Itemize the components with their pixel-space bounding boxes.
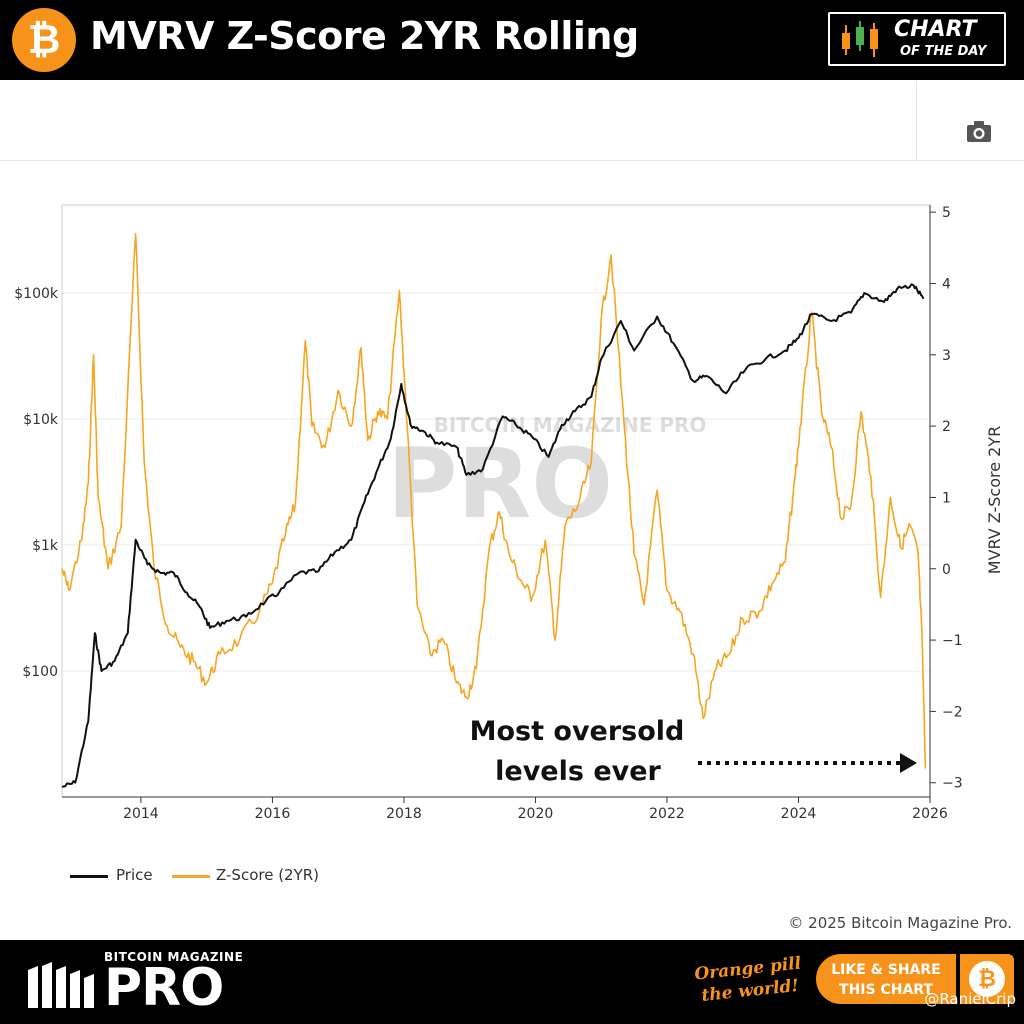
y-axis-left: $100 $1k $10k $100k — [14, 286, 59, 680]
annotation-line-1: Most oversold — [470, 716, 685, 747]
legend-label-zscore: Z-Score (2YR) — [216, 866, 320, 884]
author-handle: @RanielCrip — [924, 990, 1016, 1008]
x-tick-label: 2024 — [781, 806, 817, 822]
y-right-tick-label: 1 — [942, 490, 951, 506]
watermark: BITCOIN MAGAZINE PRO PRO — [387, 413, 706, 540]
annotation-line-2: levels ever — [495, 756, 661, 787]
legend-swatch-price — [70, 875, 108, 878]
x-axis: 2014 2016 2018 2020 2022 2024 2026 — [62, 796, 948, 822]
legend-swatch-zscore — [172, 875, 210, 878]
x-tick-label: 2014 — [123, 806, 159, 822]
brand-small-text: BITCOIN MAGAZINE — [104, 950, 244, 964]
share-bitcoin-icon[interactable]: ₿ — [960, 954, 1014, 1004]
y-right-tick-label: 0 — [942, 562, 951, 578]
copyright-text: © 2025 Bitcoin Magazine Pro. — [788, 914, 1012, 932]
y-right-tick-label: 3 — [942, 348, 951, 364]
share-line-2: THIS CHART — [839, 982, 933, 998]
badge-line-1: CHART — [894, 17, 977, 42]
series-line-zscore — [61, 232, 927, 769]
y-right-tick-label: −2 — [942, 704, 963, 720]
y-left-tick-label: $100k — [14, 286, 59, 302]
page-title: MVRV Z-Score 2YR Rolling — [90, 14, 639, 58]
y-right-tick-label: −1 — [942, 633, 963, 649]
y-axis-right: 5 4 3 2 1 0 −1 −2 −3 — [929, 205, 963, 797]
y-left-tick-label: $10k — [23, 412, 59, 428]
bitcoin-logo-icon: ₿ — [12, 8, 76, 72]
x-tick-label: 2020 — [518, 806, 554, 822]
y-right-tick-label: 4 — [942, 276, 951, 292]
x-tick-label: 2016 — [255, 806, 291, 822]
x-tick-label: 2022 — [649, 806, 685, 822]
header-bar: ₿ MVRV Z-Score 2YR Rolling CHART OF THE … — [0, 0, 1024, 80]
toolbar-divider — [916, 82, 917, 160]
y-left-tick-label: $1k — [32, 538, 59, 554]
candlestick-icon — [842, 21, 878, 57]
badge-line-2: OF THE DAY — [900, 44, 987, 59]
series-line-price — [61, 283, 925, 788]
bitcoin-magazine-logo-icon — [28, 962, 94, 1008]
brand-big-text: PRO — [104, 958, 224, 1018]
y-right-tick-label: 2 — [942, 419, 951, 435]
oversold-annotation: Most oversold levels ever — [470, 716, 917, 787]
mvrv-chart: BITCOIN MAGAZINE PRO PRO 2014 2016 2018 202… — [14, 204, 1004, 822]
y-left-tick-label: $100 — [22, 664, 58, 680]
legend-label-price: Price — [116, 866, 153, 884]
y-axis-right-label: MVRV Z-Score 2YR — [985, 426, 1004, 574]
legend-item-zscore[interactable]: Z-Score (2YR) — [172, 864, 352, 888]
bitcoin-glyph: ₿ — [969, 961, 1005, 997]
annotation-arrowhead — [900, 753, 917, 773]
like-share-button[interactable]: LIKE & SHARE THIS CHART — [816, 954, 956, 1004]
gridlines — [62, 292, 930, 672]
y-right-tick-label: −3 — [942, 776, 963, 792]
share-line-1: LIKE & SHARE — [831, 962, 941, 978]
x-tick-label: 2018 — [386, 806, 422, 822]
toolbar-bottom-border — [0, 160, 1024, 161]
chart-of-the-day-badge: CHART OF THE DAY — [828, 12, 1006, 66]
legend-item-price[interactable]: Price — [68, 864, 178, 888]
watermark-big: PRO — [387, 428, 613, 540]
camera-icon[interactable] — [964, 118, 994, 146]
x-tick-label: 2026 — [912, 806, 948, 822]
y-right-tick-label: 5 — [942, 205, 951, 221]
